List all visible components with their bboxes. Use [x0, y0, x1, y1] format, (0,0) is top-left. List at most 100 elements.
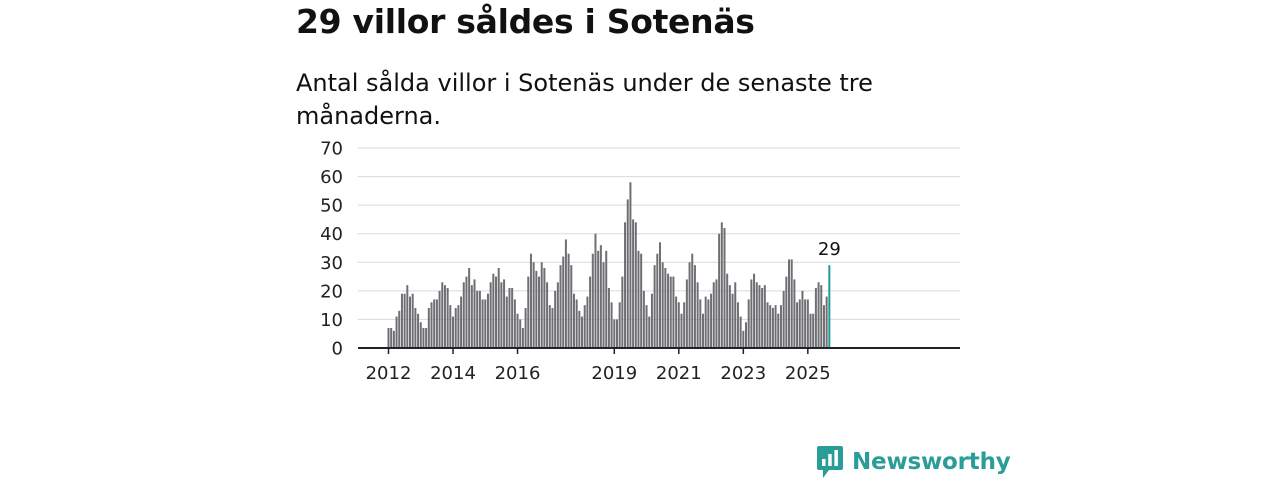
bar — [449, 305, 452, 348]
bar — [618, 302, 621, 348]
y-tick-label: 10 — [320, 310, 343, 331]
bar — [693, 265, 696, 348]
bar — [771, 308, 774, 348]
bar — [761, 288, 764, 348]
bar — [632, 219, 635, 348]
bar — [755, 282, 758, 348]
bar — [476, 290, 479, 348]
bar — [739, 316, 742, 348]
bar — [688, 262, 691, 348]
bar — [481, 299, 484, 348]
bar — [489, 282, 492, 348]
bar — [796, 302, 799, 348]
bar — [629, 182, 632, 348]
bar — [546, 282, 549, 348]
chart-subtitle: Antal sålda villor i Sotenäs under de se… — [296, 69, 873, 130]
newsworthy-brand[interactable]: Newsworthy — [816, 445, 1011, 479]
bar — [642, 290, 645, 348]
bar — [427, 308, 430, 348]
bar — [572, 293, 575, 348]
bar — [591, 253, 594, 348]
y-tick-label: 40 — [320, 224, 343, 245]
bar — [430, 302, 433, 348]
bar — [699, 299, 702, 348]
x-tick-label: 2025 — [785, 363, 831, 384]
y-tick-label: 30 — [320, 253, 343, 274]
bar — [497, 268, 500, 348]
bar — [782, 290, 785, 348]
bar — [540, 262, 543, 348]
bar — [656, 253, 659, 348]
x-tick-label: 2019 — [591, 363, 637, 384]
bar — [392, 330, 395, 348]
bar — [460, 296, 463, 348]
bar — [535, 270, 538, 348]
bar — [425, 328, 428, 348]
bar — [607, 288, 610, 348]
bar — [702, 313, 704, 348]
bar — [691, 253, 694, 348]
bar — [637, 250, 640, 348]
bar — [742, 330, 745, 348]
bar — [470, 285, 473, 348]
bar — [685, 279, 688, 348]
newsworthy-logo-icon — [817, 446, 843, 478]
bar — [605, 250, 608, 348]
bar — [736, 302, 739, 348]
bar — [728, 285, 731, 348]
bar — [790, 259, 793, 348]
bar — [720, 222, 723, 348]
bar — [513, 299, 516, 348]
bar — [766, 302, 769, 348]
bar — [581, 316, 584, 348]
bar — [516, 313, 519, 348]
bar — [763, 285, 766, 348]
bar — [435, 299, 438, 348]
bar — [645, 305, 648, 348]
x-axis-ticks: 2012 2014 2016 2019 2021 2023 2025 — [366, 348, 831, 384]
bar — [500, 282, 503, 348]
gridlines — [358, 147, 960, 320]
bar — [812, 313, 815, 348]
bar — [559, 265, 562, 348]
y-tick-label: 0 — [332, 339, 343, 360]
bar — [532, 262, 535, 348]
bar — [777, 313, 780, 348]
x-tick-label: 2014 — [430, 363, 476, 384]
bar — [492, 273, 495, 348]
bar — [597, 250, 600, 348]
bar — [403, 293, 406, 348]
bar — [753, 273, 756, 348]
bar — [710, 293, 713, 348]
bar — [677, 302, 680, 348]
bar — [610, 302, 613, 348]
bar — [548, 305, 551, 348]
bar — [441, 282, 444, 348]
bar — [454, 308, 457, 348]
bar — [747, 299, 750, 348]
bar — [667, 273, 670, 348]
bar — [712, 282, 715, 348]
bar — [446, 288, 449, 348]
bar — [793, 279, 796, 348]
bar — [814, 288, 817, 348]
bar — [468, 268, 471, 348]
bar — [433, 299, 436, 348]
bar — [505, 296, 508, 348]
bar — [465, 276, 468, 348]
bar — [758, 285, 761, 348]
bar — [707, 299, 710, 348]
x-tick-label: 2016 — [495, 363, 541, 384]
bar — [806, 299, 809, 348]
bar — [575, 299, 578, 348]
bar — [820, 285, 823, 348]
bar — [390, 328, 393, 348]
bar — [726, 273, 729, 348]
bar — [594, 233, 597, 348]
bar — [602, 262, 605, 348]
bar — [661, 262, 664, 348]
bar — [486, 293, 489, 348]
bar — [529, 253, 532, 348]
bar — [704, 296, 707, 348]
bar — [822, 305, 825, 348]
